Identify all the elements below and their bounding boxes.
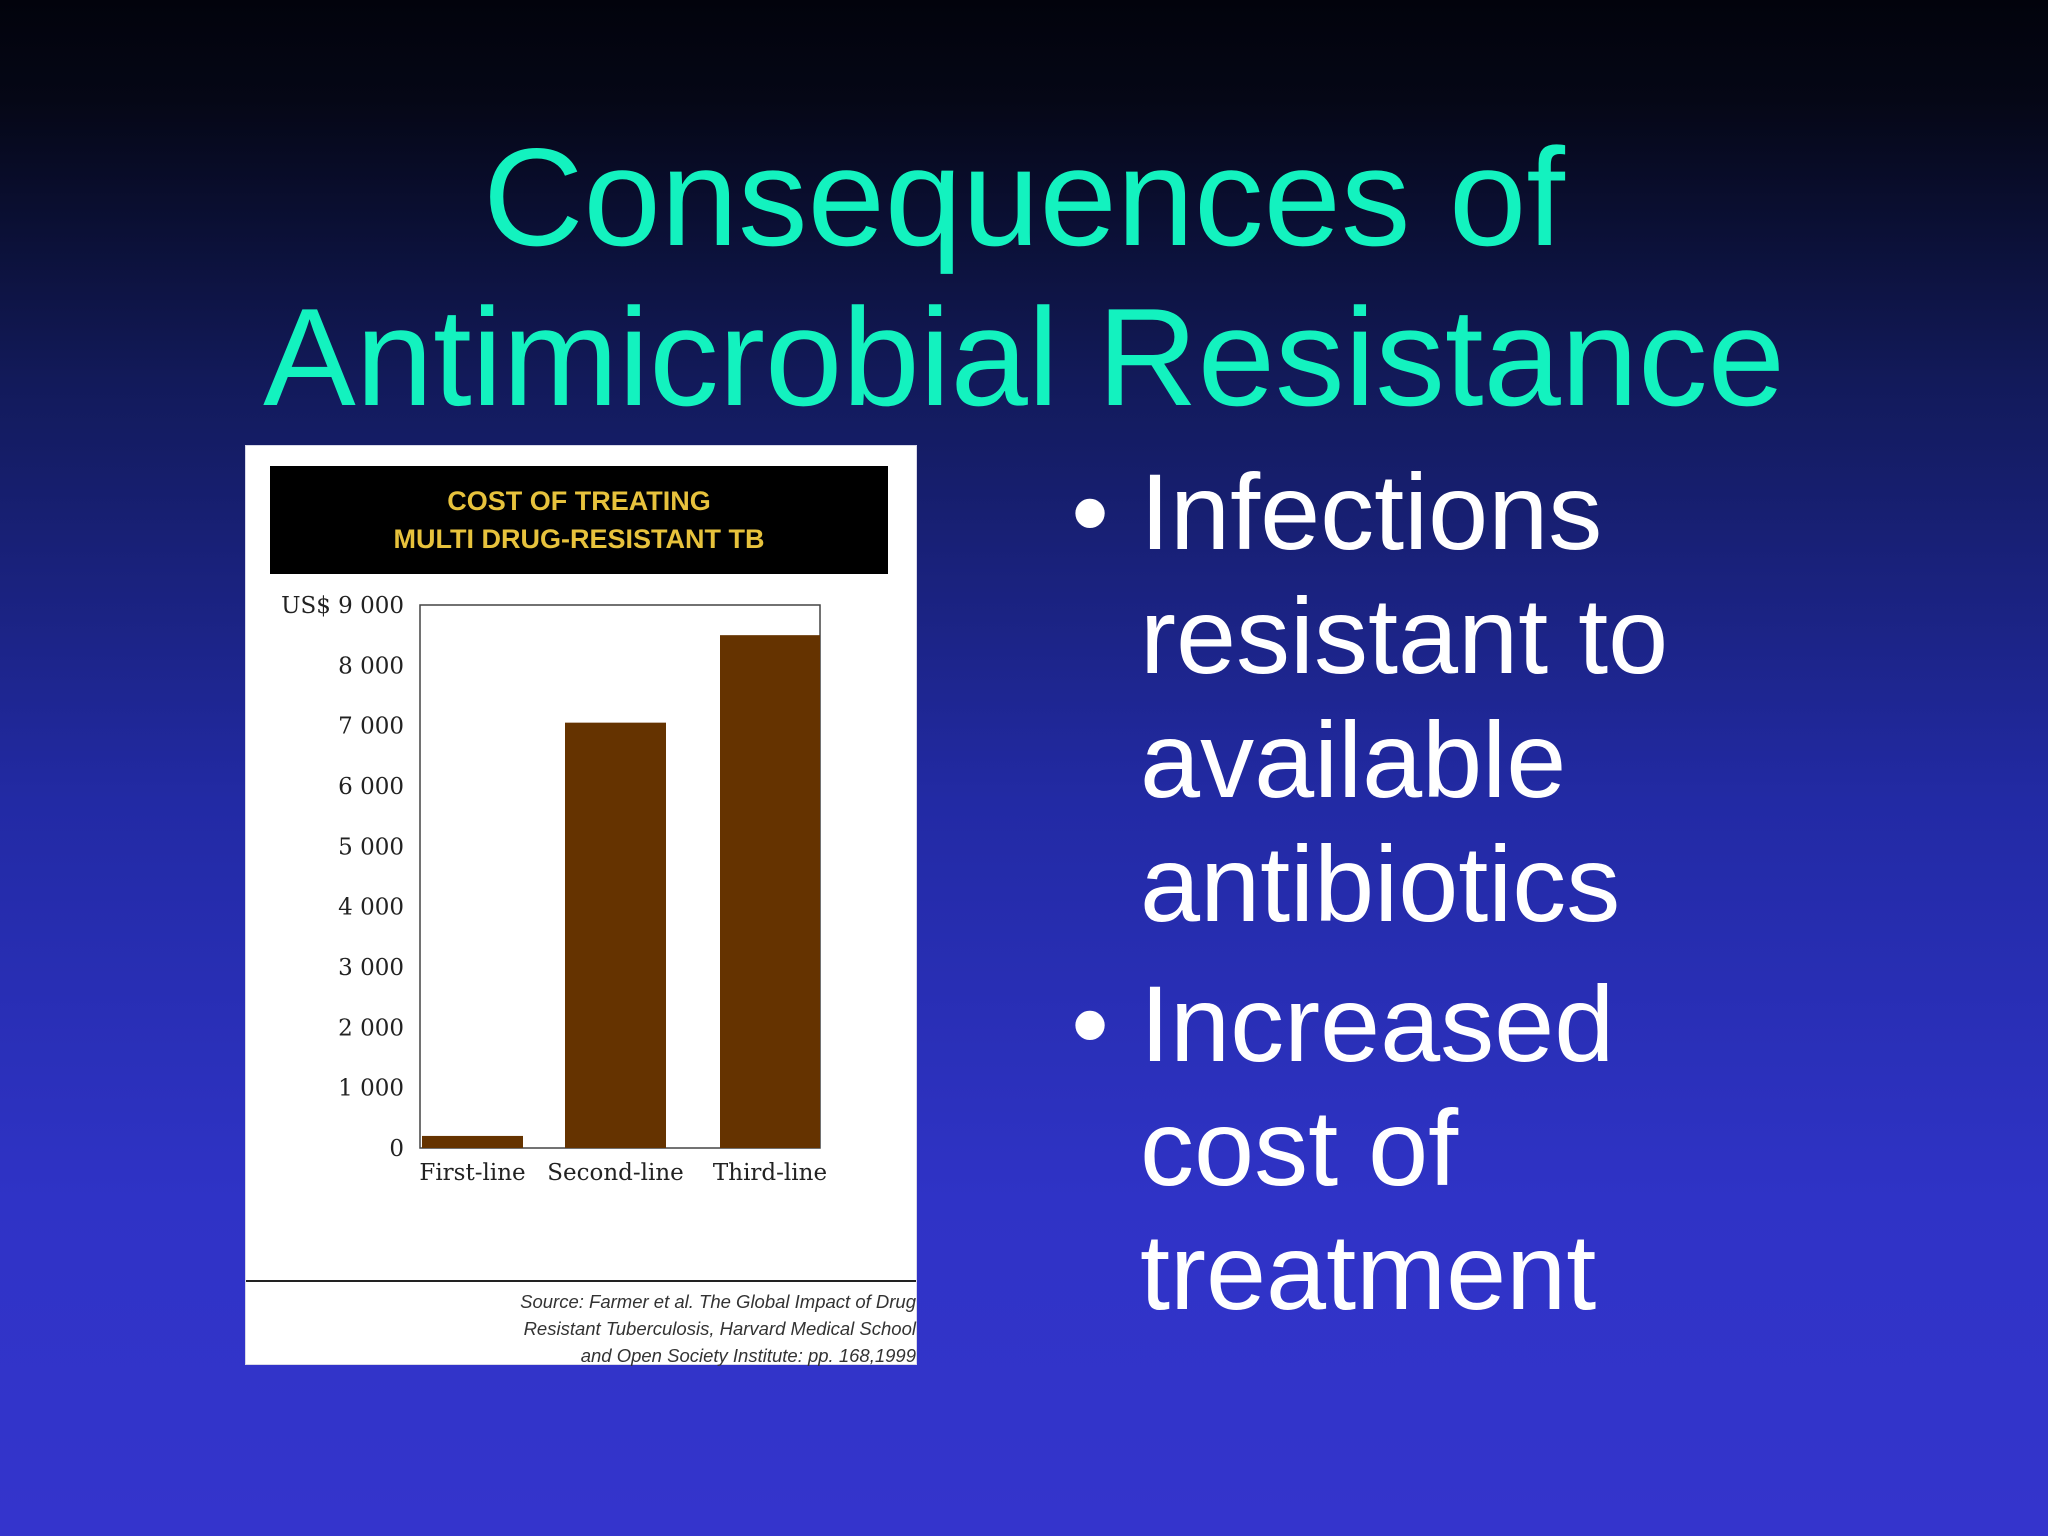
x-tick-label: Third-line xyxy=(713,1160,827,1186)
source-divider xyxy=(246,1280,916,1282)
source-line-1: Source: Farmer et al. The Global Impact … xyxy=(520,1291,916,1312)
y-tick-label: 8 000 xyxy=(338,653,404,679)
bullet-1-line-1: Infections xyxy=(1140,451,1603,572)
bullet-1-line-3: available xyxy=(1140,699,1567,820)
bullet-item-infections: • Infections resistant to available anti… xyxy=(1060,450,2020,946)
bullet-list: • Infections resistant to available anti… xyxy=(1060,450,2020,1350)
chart-panel: COST OF TREATING MULTI DRUG-RESISTANT TB… xyxy=(246,446,916,1366)
source-line-2: Resistant Tuberculosis, Harvard Medical … xyxy=(523,1318,916,1339)
bar-chart: 0 1 000 2 000 3 000 4 000 5 000 6 000 7 000 8 00… xyxy=(281,593,827,1186)
y-tick-label: 3 000 xyxy=(338,955,404,981)
title-line-2: Antimicrobial Resistance xyxy=(263,280,1785,435)
chart-header-line-1: COST OF TREATING xyxy=(447,486,711,516)
chart-plot-area: 0 1 000 2 000 3 000 4 000 5 000 6 000 7 000 8 00… xyxy=(281,593,827,1186)
source-line-3: and Open Society Institute: pp. 168,1999 xyxy=(580,1345,916,1366)
bullet-1-line-4: antibiotics xyxy=(1140,823,1621,944)
x-tick-label: First-line xyxy=(419,1160,525,1186)
y-tick-label: 4 000 xyxy=(338,895,404,921)
y-tick-label: 7 000 xyxy=(338,714,404,740)
chart-header-line-2: MULTI DRUG-RESISTANT TB xyxy=(393,524,765,554)
slide-title: Consequences of Antimicrobial Resistance xyxy=(0,118,2048,438)
x-tick-label: Second-line xyxy=(547,1160,684,1186)
bullet-2-line-3: treatment xyxy=(1140,1211,1597,1332)
title-line-1: Consequences of xyxy=(483,120,1565,275)
y-tick-label: 1 000 xyxy=(338,1076,404,1102)
bar-third-line xyxy=(720,635,820,1148)
y-tick-label: 6 000 xyxy=(338,774,404,800)
bullet-2-line-2: cost of xyxy=(1140,1087,1459,1208)
y-tick-label: US$ 9 000 xyxy=(281,593,404,619)
bar-second-line xyxy=(565,722,666,1148)
y-tick-label: 2 000 xyxy=(338,1015,404,1041)
bullet-dot: • xyxy=(1071,451,1109,572)
chart-header: COST OF TREATING MULTI DRUG-RESISTANT TB xyxy=(270,466,888,574)
bullet-dot: • xyxy=(1071,963,1109,1084)
y-tick-label: 5 000 xyxy=(338,834,404,860)
chart-source-note: Source: Farmer et al. The Global Impact … xyxy=(316,1288,916,1369)
bar-first-line xyxy=(422,1135,523,1148)
y-tick-label: 0 xyxy=(389,1136,404,1162)
bullet-2-line-1: Increased xyxy=(1140,963,1615,1084)
bullet-1-line-2: resistant to xyxy=(1140,575,1669,696)
bullet-item-cost: • Increased cost of treatment xyxy=(1060,962,2020,1334)
